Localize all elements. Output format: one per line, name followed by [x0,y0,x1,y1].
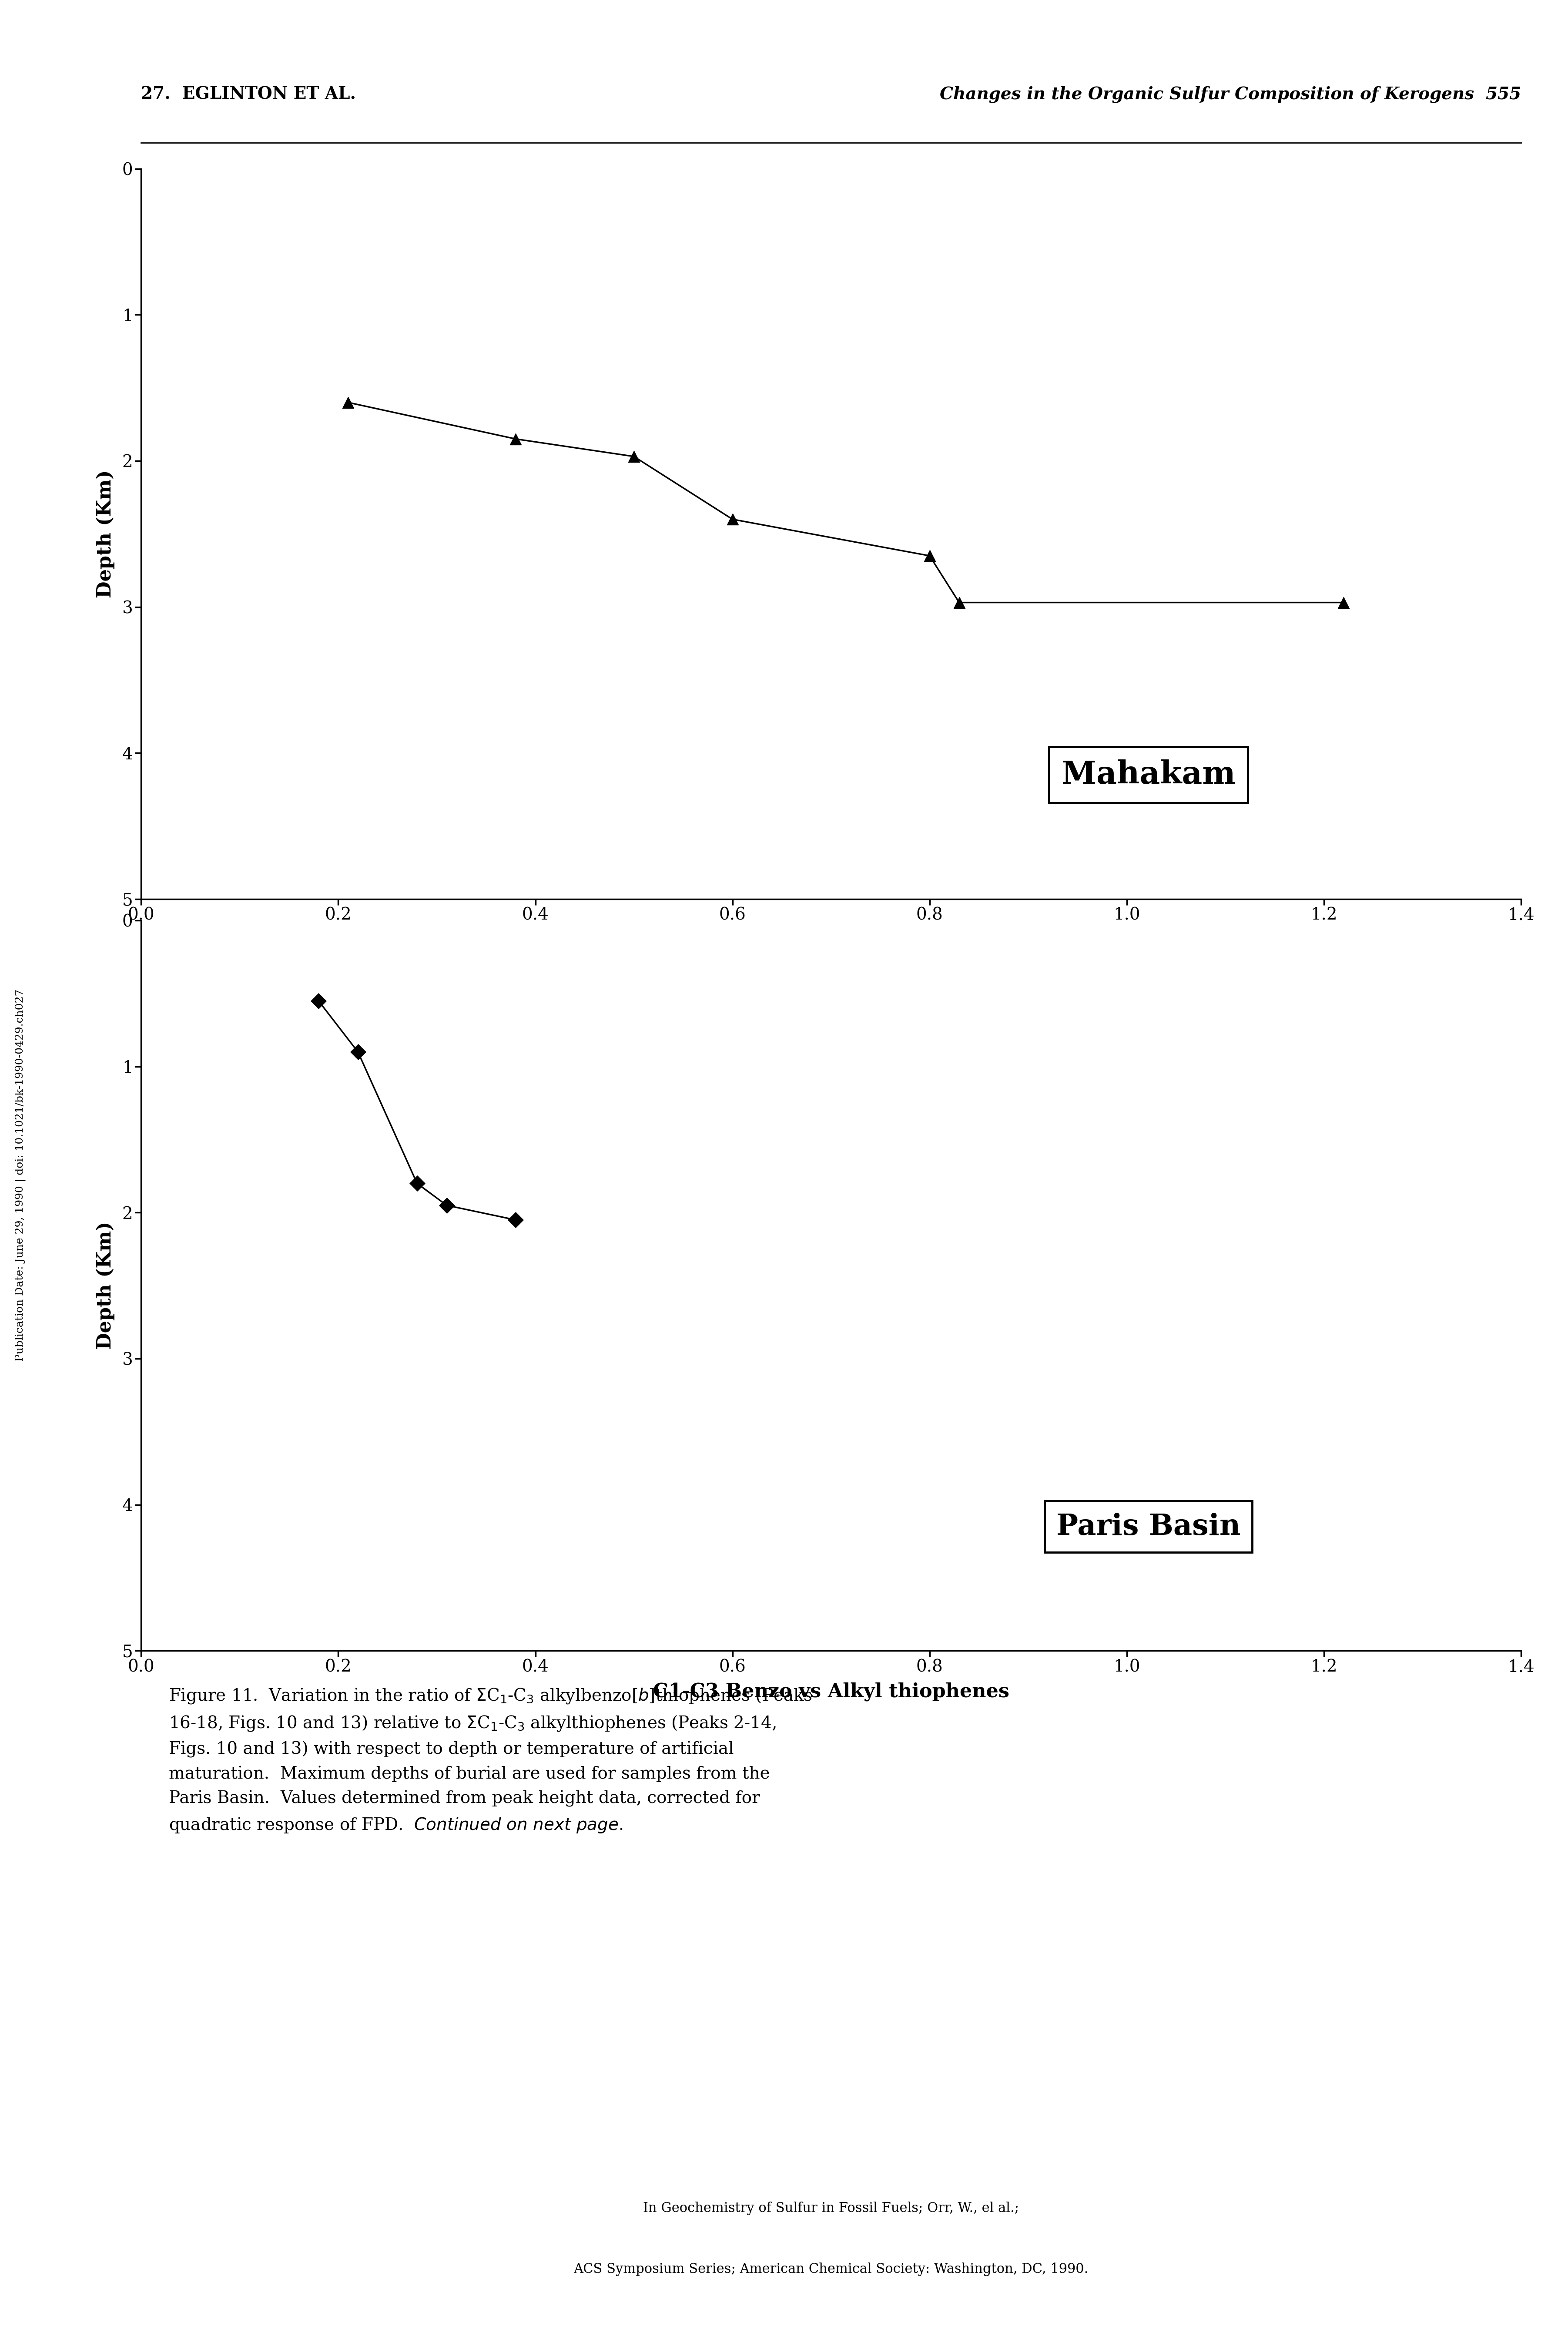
Point [345,1034,370,1072]
Point [621,437,646,475]
X-axis label: C1-C3 Benzo vs Alkyl thiophenes: C1-C3 Benzo vs Alkyl thiophenes [652,1683,1010,1701]
Y-axis label: Depth (Km): Depth (Km) [96,470,114,597]
Y-axis label: Depth (Km): Depth (Km) [96,1222,114,1349]
Point [947,583,972,620]
Point [503,421,528,458]
Point [306,982,331,1020]
Point [434,1187,459,1224]
Text: 27.  EGLINTON ET AL.: 27. EGLINTON ET AL. [141,87,356,103]
Point [336,383,361,421]
Text: Changes in the Organic Sulfur Composition of Kerogens  555: Changes in the Organic Sulfur Compositio… [939,87,1521,103]
Text: Mahakam: Mahakam [1062,759,1236,790]
Point [917,538,942,576]
Point [405,1166,430,1203]
Text: Figure 11.  Variation in the ratio of $\Sigma$C$_1$-C$_3$ alkylbenzo[$b$]thiophe: Figure 11. Variation in the ratio of $\S… [169,1687,812,1835]
Point [503,1201,528,1238]
Text: In Geochemistry of Sulfur in Fossil Fuels; Orr, W., el al.;: In Geochemistry of Sulfur in Fossil Fuel… [643,2202,1019,2216]
Text: Paris Basin: Paris Basin [1057,1513,1240,1542]
X-axis label: C1-C3 Benzo vs Alkyl thiophenes: C1-C3 Benzo vs Alkyl thiophenes [652,931,1010,949]
Text: Publication Date: June 29, 1990 | doi: 10.1021/bk-1990-0429.ch027: Publication Date: June 29, 1990 | doi: 1… [16,989,25,1361]
Point [720,501,745,538]
Point [1331,583,1356,620]
Text: ACS Symposium Series; American Chemical Society: Washington, DC, 1990.: ACS Symposium Series; American Chemical … [574,2263,1088,2275]
